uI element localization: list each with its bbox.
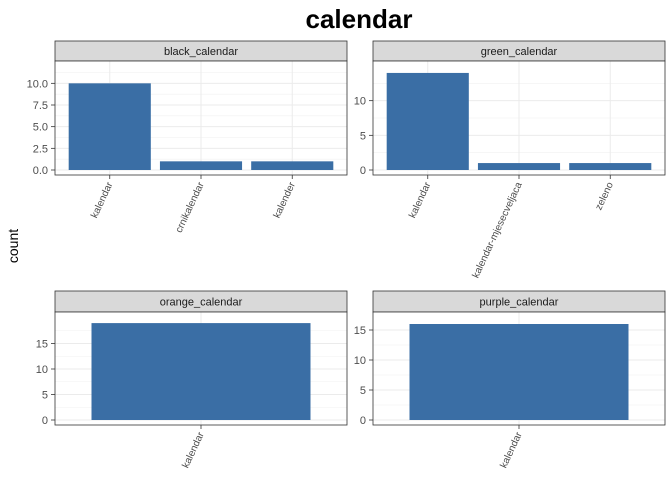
x-tick-label: kalender <box>272 180 298 220</box>
panel-border <box>54 311 348 426</box>
bar-crnikalendar <box>159 161 243 170</box>
facet-green_calendar: green_calendar kalendar kalendar-mjesecvel… <box>354 40 666 280</box>
y-tick-label: 7.5 <box>33 100 48 112</box>
bar-kalendar <box>386 72 469 170</box>
x-tick-label: kalendar <box>407 180 433 220</box>
bar-kalendar <box>409 324 629 420</box>
y-tick-label: 15 <box>354 325 366 337</box>
y-tick-label: 5 <box>360 385 366 397</box>
facet-strip-label: green_calendar <box>481 46 558 58</box>
y-tick-label: 10 <box>354 96 366 108</box>
x-tick-label: crnikalendar <box>174 180 207 235</box>
panel-border <box>372 60 666 176</box>
facet-strip-label: purple_calendar <box>480 297 559 309</box>
facet-strip-label: orange_calendar <box>160 297 243 309</box>
x-tick-label: kalendar <box>181 430 207 470</box>
facet-strip-label: black_calendar <box>164 46 238 58</box>
x-tick-label: kalendar <box>499 430 525 470</box>
x-tick-label: zeleno <box>594 180 617 212</box>
y-tick-label: 10.0 <box>27 78 48 90</box>
y-tick-label: 10 <box>36 364 48 376</box>
x-tick-label: kalendar <box>89 180 115 220</box>
facet-black_calendar: black_calendar kalendar crnikalendar kalend… <box>27 40 348 235</box>
y-tick-label: 10 <box>354 355 366 367</box>
bar-kalender <box>251 161 334 170</box>
facet-panels: black_calendar kalendar crnikalendar kalend… <box>27 40 666 470</box>
y-tick-label: 15 <box>36 339 48 351</box>
panel-border <box>54 60 348 176</box>
bar-kalendar <box>68 83 151 170</box>
facet-purple_calendar: purple_calendar kalendar 0 5 10 15 <box>354 290 666 470</box>
chart-title: calendar <box>306 4 413 34</box>
y-tick-label: 5 <box>42 390 48 402</box>
bar-kalendar <box>91 323 311 420</box>
y-tick-label: 5.0 <box>33 122 48 134</box>
y-tick-label: 0 <box>360 165 366 177</box>
y-tick-label: 2.5 <box>33 143 48 155</box>
x-tick-label: kalendar-mjesecveljaca <box>471 180 525 280</box>
facet-orange_calendar: orange_calendar kalendar 0 5 10 15 <box>36 290 348 470</box>
panel-border <box>372 311 666 426</box>
y-tick-label: 0 <box>360 415 366 427</box>
y-tick-label: 5 <box>360 130 366 142</box>
y-tick-label: 0 <box>42 415 48 427</box>
y-tick-label: 0.0 <box>33 165 48 177</box>
bar-zeleno <box>569 163 652 170</box>
bar-kalendar-mjesecveljaca <box>477 163 561 170</box>
y-axis-label: count <box>5 229 21 263</box>
